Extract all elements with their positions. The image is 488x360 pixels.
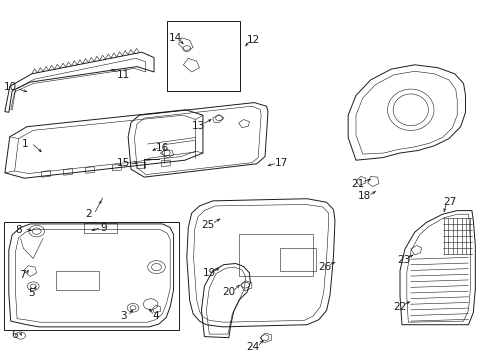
Text: 16: 16	[155, 143, 169, 153]
Text: 20: 20	[222, 287, 235, 297]
Text: 23: 23	[396, 255, 409, 265]
Text: 8: 8	[15, 225, 22, 235]
Text: 14: 14	[168, 33, 182, 43]
Text: 2: 2	[85, 209, 92, 219]
Bar	[84, 223, 117, 233]
Text: 12: 12	[246, 35, 260, 45]
Text: 21: 21	[350, 179, 364, 189]
Text: 6: 6	[11, 330, 18, 340]
Text: 19: 19	[202, 268, 216, 278]
Bar	[56, 271, 99, 290]
Text: 13: 13	[191, 121, 204, 131]
Bar	[167, 21, 239, 91]
Text: 17: 17	[274, 158, 287, 168]
Text: 27: 27	[442, 197, 456, 207]
Text: 3: 3	[120, 311, 126, 321]
Text: 7: 7	[19, 270, 25, 280]
Bar	[238, 234, 312, 276]
Text: 4: 4	[152, 311, 159, 321]
Text: 18: 18	[357, 191, 370, 201]
Bar	[279, 248, 316, 271]
Text: 24: 24	[246, 342, 260, 352]
Bar	[4, 222, 179, 330]
Text: 25: 25	[201, 220, 214, 230]
Text: 22: 22	[392, 302, 406, 312]
Text: 1: 1	[22, 139, 29, 149]
Text: 15: 15	[116, 158, 130, 168]
Text: 5: 5	[28, 288, 35, 298]
Text: 9: 9	[100, 223, 107, 233]
Text: 11: 11	[116, 70, 130, 80]
Text: 10: 10	[4, 82, 17, 92]
Text: 26: 26	[318, 262, 331, 272]
